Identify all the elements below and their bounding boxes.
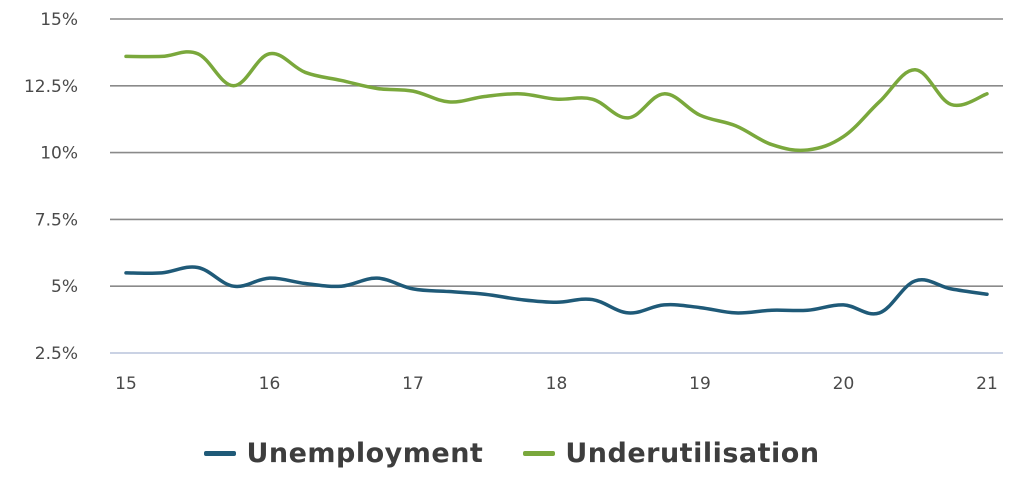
y-tick-label: 2.5%	[35, 344, 78, 364]
x-tick-label: 19	[689, 374, 711, 394]
x-tick-label: 15	[115, 374, 137, 394]
gridlines	[110, 18, 1003, 354]
legend-label-underutilisation: Underutilisation	[565, 437, 820, 469]
x-tick-label: 20	[833, 374, 855, 394]
x-tick-label: 21	[976, 374, 998, 394]
legend-swatch-unemployment	[204, 450, 237, 456]
legend: Unemployment Underutilisation	[0, 430, 1024, 476]
legend-label-unemployment: Unemployment	[246, 437, 484, 469]
legend-item-unemployment: Unemployment	[204, 438, 483, 469]
line-chart: 2.5% 5% 7.5% 10% 12.5% 15% 15 16 17 18 19 20 21	[24, 10, 1003, 394]
y-tick-label: 5%	[51, 277, 78, 297]
y-axis-ticks: 2.5% 5% 7.5% 10% 12.5% 15%	[24, 10, 78, 364]
y-tick-label: 15%	[40, 10, 78, 30]
series-line-underutilisation	[124, 50, 989, 153]
x-tick-label: 16	[259, 374, 281, 394]
legend-item-underutilisation: Underutilisation	[523, 438, 819, 469]
legend-swatch-underutilisation	[523, 450, 556, 456]
series-lines	[124, 50, 989, 316]
y-tick-label: 7.5%	[35, 210, 78, 230]
x-tick-label: 18	[546, 374, 568, 394]
x-tick-label: 17	[402, 374, 424, 394]
x-axis-ticks: 15 16 17 18 19 20 21	[115, 374, 998, 394]
series-line-unemployment	[124, 265, 989, 316]
y-tick-label: 10%	[40, 144, 78, 164]
y-tick-label: 12.5%	[24, 77, 78, 97]
